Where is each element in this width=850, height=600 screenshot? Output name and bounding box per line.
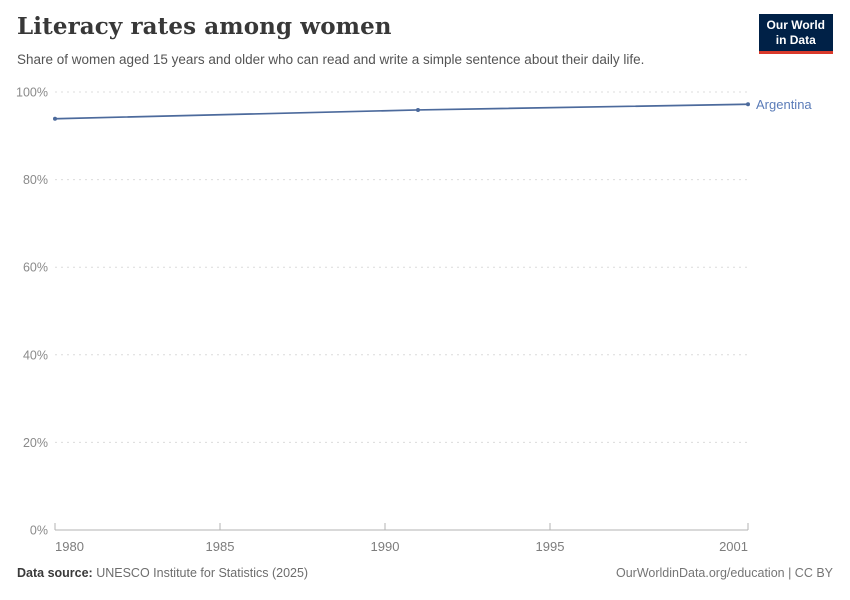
page-title: Literacy rates among women (17, 13, 392, 40)
x-tick-label: 1985 (206, 539, 235, 554)
x-tick-label: 2001 (719, 539, 748, 554)
owid-logo[interactable]: Our World in Data (758, 14, 833, 54)
y-tick-label: 0% (30, 524, 48, 538)
chart-subtitle: Share of women aged 15 years and older w… (17, 52, 645, 67)
data-point[interactable] (416, 107, 420, 112)
y-tick-label: 40% (23, 348, 48, 362)
series-label-argentina[interactable]: Argentina (756, 97, 812, 112)
data-source-label: Data source: (17, 566, 93, 580)
data-source-text: UNESCO Institute for Statistics (2025) (92, 566, 309, 580)
data-point[interactable] (53, 116, 57, 121)
y-tick-label: 80% (23, 173, 48, 187)
x-tick-label: 1980 (55, 539, 84, 554)
x-tick-label: 1990 (371, 539, 400, 554)
chart-footer: Data source: UNESCO Institute for Statis… (17, 566, 833, 580)
owid-logo-line2: in Data (775, 33, 816, 47)
data-point[interactable] (746, 102, 750, 107)
y-tick-label: 20% (23, 436, 48, 450)
y-tick-label: 100% (16, 86, 48, 100)
credit-link[interactable]: OurWorldinData.org/education | CC BY (615, 566, 833, 580)
y-tick-label: 60% (23, 261, 48, 275)
owid-logo-line1: Our World (766, 18, 825, 32)
data-source-note: Data source: UNESCO Institute for Statis… (17, 566, 308, 580)
series-line-argentina[interactable] (54, 103, 749, 120)
x-tick-label: 1995 (536, 539, 565, 554)
